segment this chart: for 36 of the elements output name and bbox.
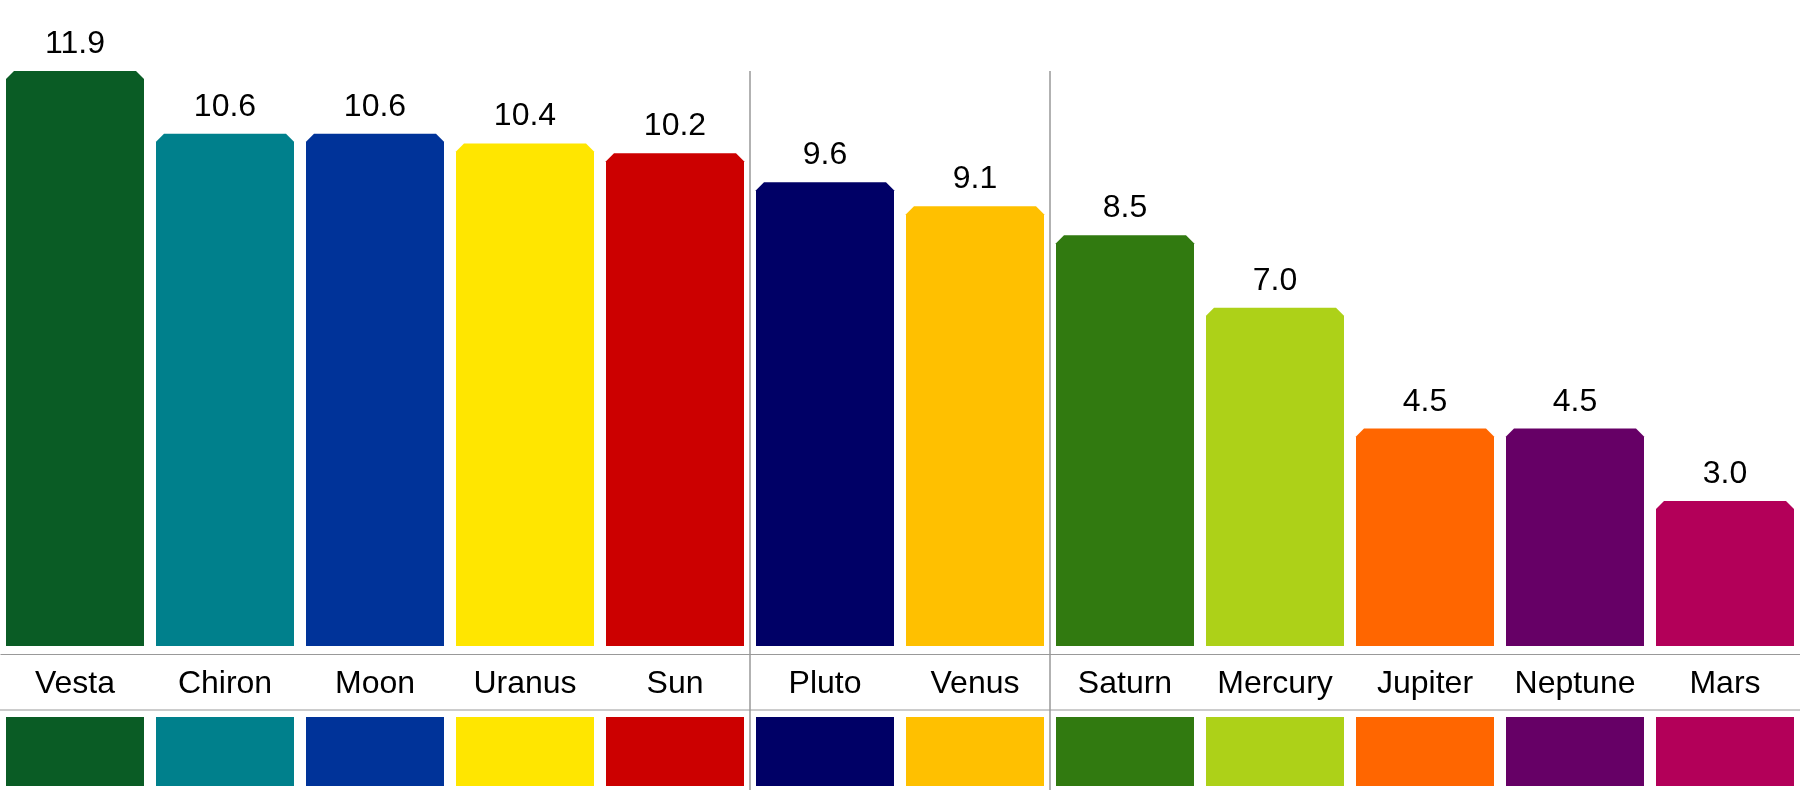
bar: [906, 206, 1044, 646]
bar: [156, 133, 294, 646]
x-tick-label: Moon: [334, 663, 416, 700]
x-tick-label: Saturn: [1077, 663, 1173, 700]
data-label: 4.5: [1552, 381, 1598, 418]
bar: [1656, 501, 1794, 646]
bar: [1506, 428, 1644, 646]
bar: [456, 143, 594, 646]
data-label: 11.9: [45, 24, 105, 60]
x-tick-label: Mercury: [1217, 663, 1333, 700]
x-tick-label: Venus: [930, 663, 1020, 700]
data-label: 3.0: [1702, 454, 1748, 491]
data-label: 9.1: [952, 159, 998, 196]
bar: [1206, 307, 1344, 646]
data-label: 7.0: [1252, 260, 1298, 297]
x-tick-label: Neptune: [1514, 663, 1636, 700]
data-label: 8.5: [1102, 188, 1148, 225]
bar: [1056, 235, 1194, 646]
x-tick-label: Vesta: [34, 663, 116, 700]
bar: [6, 71, 144, 646]
x-tick-label: Mars: [1689, 663, 1761, 700]
data-label: 10.2: [643, 106, 707, 143]
data-label: 10.6: [193, 86, 257, 123]
bar: [1356, 428, 1494, 646]
bar: [606, 153, 744, 646]
x-tick-label: Sun: [646, 663, 704, 700]
data-label: 10.6: [343, 86, 407, 123]
data-label: 4.5: [1402, 381, 1448, 418]
x-tick-label: Chiron: [177, 663, 273, 700]
x-tick-label: Jupiter: [1376, 663, 1474, 700]
bar: [756, 182, 894, 646]
x-tick-label: Uranus: [473, 663, 577, 700]
bar: [306, 133, 444, 646]
data-label: 10.4: [493, 96, 557, 133]
data-label: 9.6: [802, 135, 848, 172]
x-tick-label: Pluto: [788, 663, 862, 700]
